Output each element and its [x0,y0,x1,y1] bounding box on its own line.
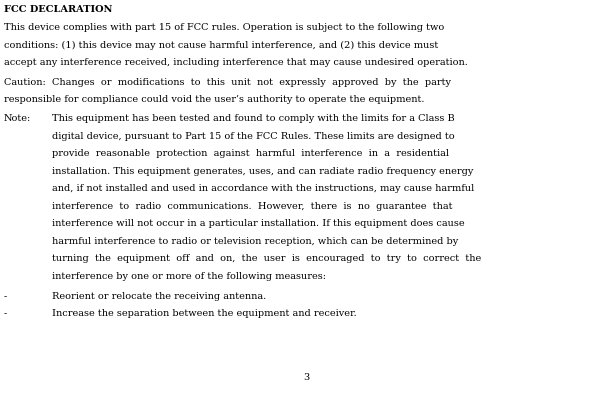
Text: conditions: (1) this device may not cause harmful interference, and (2) this dev: conditions: (1) this device may not caus… [4,41,438,50]
Text: interference will not occur in a particular installation. If this equipment does: interference will not occur in a particu… [52,219,465,228]
Text: provide  reasonable  protection  against  harmful  interference  in  a  resident: provide reasonable protection against ha… [52,149,449,158]
Text: 3: 3 [303,373,310,382]
Text: turning  the  equipment  off  and  on,  the  user  is  encouraged  to  try  to  : turning the equipment off and on, the us… [52,254,481,263]
Text: digital device, pursuant to Part 15 of the FCC Rules. These limits are designed : digital device, pursuant to Part 15 of t… [52,132,455,141]
Text: responsible for compliance could void the user’s authority to operate the equipm: responsible for compliance could void th… [4,95,424,104]
Text: accept any interference received, including interference that may cause undesire: accept any interference received, includ… [4,58,468,67]
Text: Increase the separation between the equipment and receiver.: Increase the separation between the equi… [52,310,357,318]
Text: -: - [4,292,7,301]
Text: -: - [4,310,7,318]
Text: and, if not installed and used in accordance with the instructions, may cause ha: and, if not installed and used in accord… [52,185,474,193]
Text: Caution:  Changes  or  modifications  to  this  unit  not  expressly  approved  : Caution: Changes or modifications to thi… [4,78,451,87]
Text: This equipment has been tested and found to comply with the limits for a Class B: This equipment has been tested and found… [52,114,455,124]
Text: harmful interference to radio or television reception, which can be determined b: harmful interference to radio or televis… [52,237,459,246]
Text: Reorient or relocate the receiving antenna.: Reorient or relocate the receiving anten… [52,292,266,301]
Text: Note:: Note: [4,114,31,124]
Text: interference by one or more of the following measures:: interference by one or more of the follo… [52,272,326,281]
Text: installation. This equipment generates, uses, and can radiate radio frequency en: installation. This equipment generates, … [52,167,473,176]
Text: This device complies with part 15 of FCC rules. Operation is subject to the foll: This device complies with part 15 of FCC… [4,23,444,32]
Text: FCC DECLARATION: FCC DECLARATION [4,5,112,14]
Text: interference  to  radio  communications.  However,  there  is  no  guarantee  th: interference to radio communications. Ho… [52,202,452,211]
